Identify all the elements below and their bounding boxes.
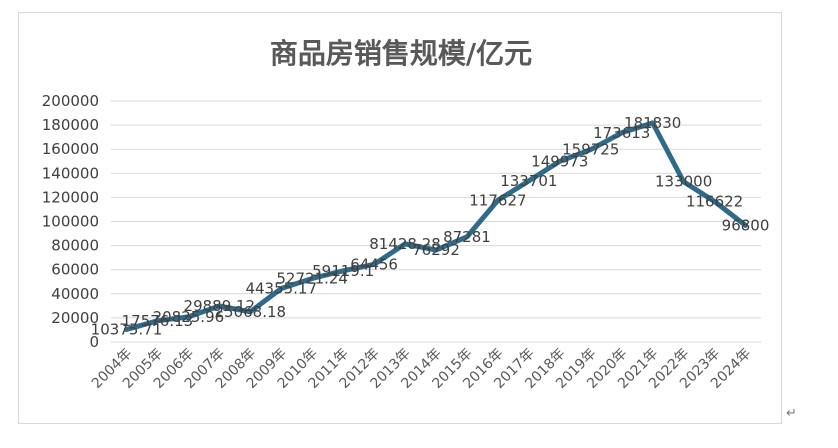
y-tick-label: 20000 — [51, 309, 99, 327]
data-label: 96800 — [722, 216, 770, 234]
y-tick-label: 180000 — [42, 116, 99, 134]
data-label: 117627 — [469, 191, 526, 209]
paragraph-return-mark: ↵ — [786, 406, 797, 421]
data-point — [124, 327, 128, 331]
y-axis-ticks: 0 20000 40000 60000 80000 100000 120000 140000 1… — [42, 92, 99, 351]
data-point — [279, 287, 283, 291]
data-point — [558, 159, 562, 163]
data-point — [217, 304, 221, 308]
data-label: 59119.1 — [312, 262, 374, 280]
y-tick-label: 160000 — [42, 140, 99, 158]
y-tick-label: 40000 — [51, 285, 99, 303]
data-point — [713, 199, 717, 203]
data-point — [248, 310, 252, 314]
data-point — [186, 315, 190, 319]
data-label: 52721.24 — [276, 269, 348, 287]
data-label: 133000 — [655, 173, 712, 191]
data-point — [310, 276, 314, 280]
data-label: 87281 — [443, 228, 491, 246]
y-tick-label: 100000 — [42, 213, 99, 231]
data-point — [155, 319, 159, 323]
data-label: 149973 — [531, 152, 588, 170]
y-tick-label: 0 — [89, 333, 99, 351]
y-tick-label: 80000 — [51, 237, 99, 255]
data-point — [527, 179, 531, 183]
data-label: 159725 — [562, 141, 619, 159]
data-label: 181830 — [624, 114, 681, 132]
data-label: 81428.28 — [369, 235, 441, 253]
y-tick-label: 200000 — [42, 92, 99, 110]
data-point — [651, 121, 655, 125]
data-point — [403, 242, 407, 246]
y-tick-label: 60000 — [51, 261, 99, 279]
data-label: 29889.12 — [184, 297, 256, 315]
data-point — [620, 131, 624, 135]
data-label: 133701 — [500, 172, 557, 190]
data-label: 17576.13 — [122, 312, 194, 330]
line-chart: 商品房销售规模/亿元 0 20000 40000 60000 80000 100000 12… — [42, 37, 770, 392]
data-point — [744, 223, 748, 227]
series-layer — [123, 120, 749, 332]
x-axis-ticks: 2004年2005年2006年2007年2008年2009年2010年2011年… — [89, 346, 754, 392]
data-point — [496, 198, 500, 202]
data-label: 10375.71 — [91, 320, 163, 338]
chart-frame: 商品房销售规模/亿元 0 20000 40000 60000 80000 100000 12… — [18, 12, 782, 424]
data-label: 44355.17 — [245, 280, 317, 298]
data-labels: 10375.7117576.1320825.9629889.1225068.18… — [91, 114, 770, 339]
data-point — [341, 269, 345, 273]
chart-title: 商品房销售规模/亿元 — [270, 37, 532, 70]
data-point — [465, 235, 469, 239]
data-label: 76292 — [412, 241, 460, 259]
data-label: 20825.96 — [153, 308, 225, 326]
data-label: 25068.18 — [214, 303, 286, 321]
data-point — [589, 148, 593, 152]
y-tick-label: 120000 — [42, 188, 99, 206]
y-tick-label: 140000 — [42, 164, 99, 182]
data-label: 173613 — [593, 124, 650, 142]
data-point — [372, 262, 376, 266]
data-point — [434, 248, 438, 252]
data-point — [682, 180, 686, 184]
data-label: 116622 — [686, 192, 743, 210]
data-label: 64456 — [350, 255, 398, 273]
